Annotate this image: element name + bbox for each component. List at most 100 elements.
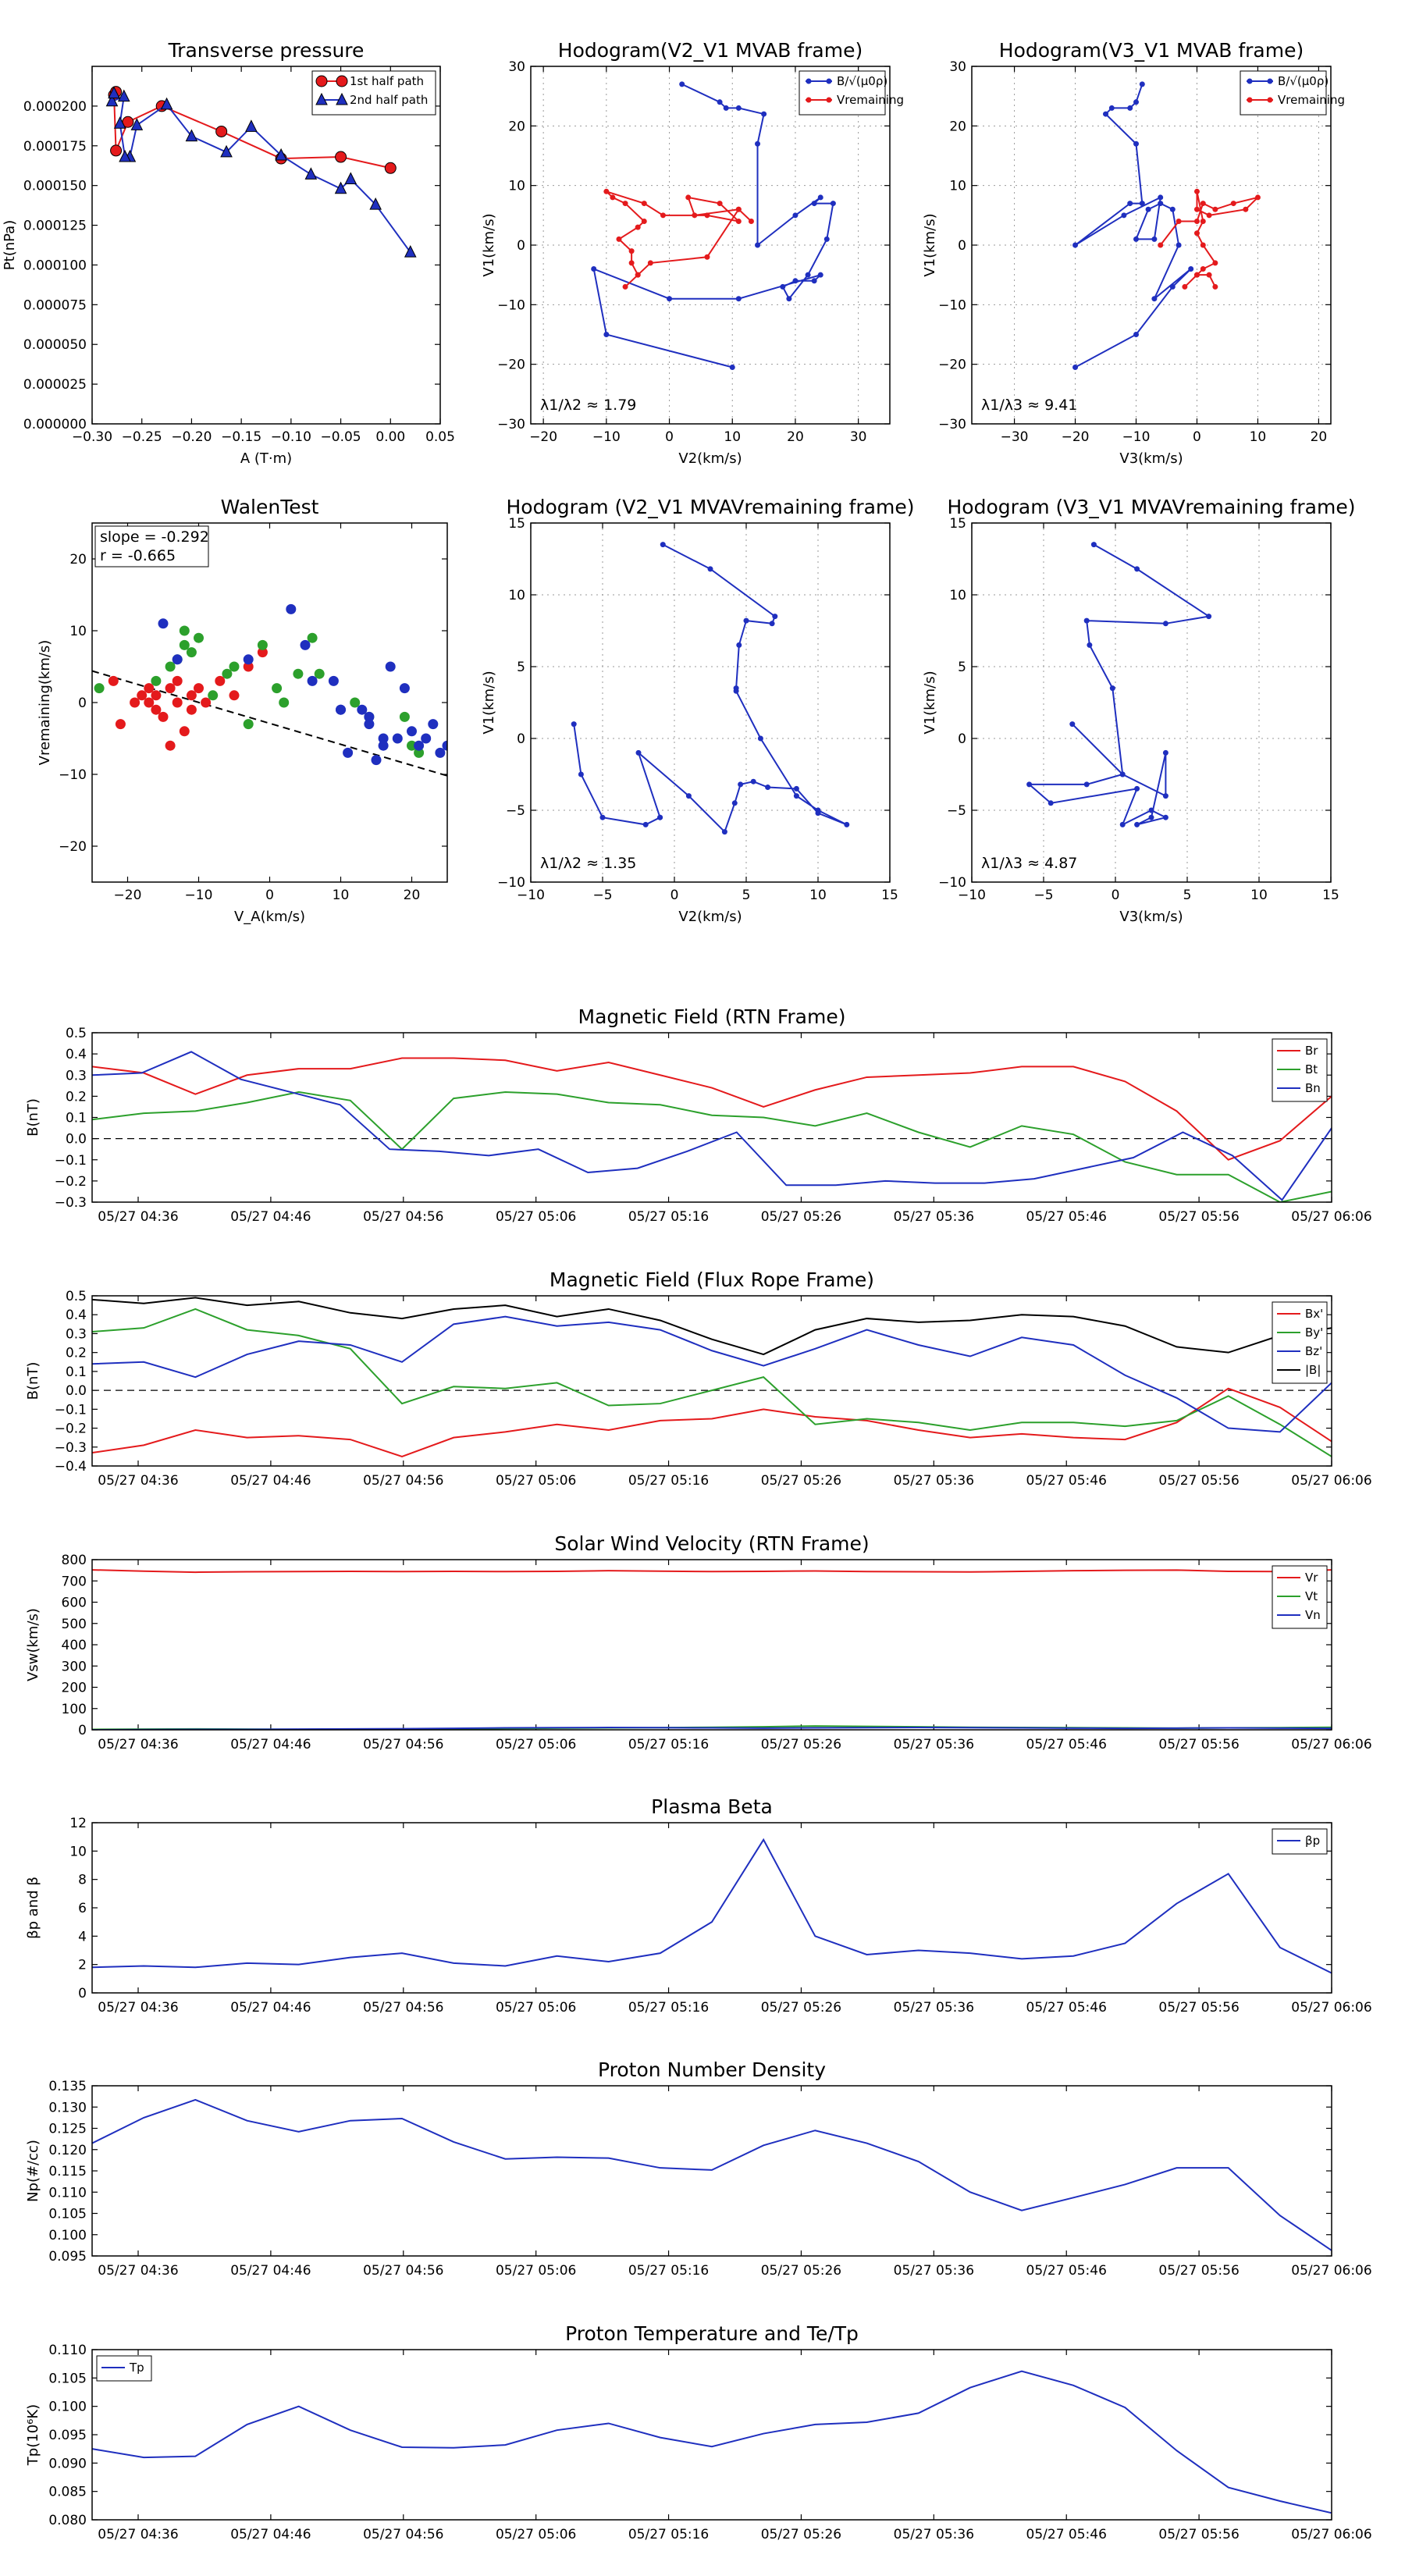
data-point: [723, 105, 729, 111]
series-line-0: [1026, 543, 1211, 827]
data-point: [610, 194, 616, 201]
scatter-point: [158, 711, 169, 722]
scatter-point: [364, 711, 375, 722]
legend-marker: [336, 92, 348, 105]
x-tick-label: 05/27 06:06: [1291, 2000, 1371, 2016]
legend-label: |B|: [1305, 1363, 1321, 1377]
data-point: [793, 793, 799, 799]
data-point: [1162, 793, 1168, 799]
x-tick-label: 05/27 05:26: [761, 2263, 841, 2279]
y-tick-label: 0.000025: [23, 377, 87, 393]
legend-marker: [1267, 97, 1273, 103]
data-point: [1206, 272, 1212, 278]
scatter-point: [108, 675, 119, 686]
data-point: [735, 218, 742, 224]
data-point: [1212, 283, 1218, 290]
data-point: [1083, 617, 1090, 624]
data-point: [667, 296, 673, 302]
data-point: [1119, 771, 1126, 777]
y-tick-label: −20: [497, 358, 525, 373]
y-tick-label: 0: [78, 1723, 87, 1738]
data-point: [1134, 821, 1140, 827]
x-tick-label: 05/27 05:06: [496, 1473, 576, 1489]
series-line-Vn: [92, 1727, 1332, 1730]
x-tick-label: 05/27 04:36: [98, 2000, 178, 2016]
x-tick-label: 05/27 04:46: [230, 1737, 311, 1752]
data-point: [844, 821, 850, 827]
scatter-point: [350, 697, 361, 708]
scatter-point: [172, 675, 183, 686]
plot-area: [92, 2098, 1332, 2251]
y-tick-label: 0.2: [66, 1089, 87, 1105]
scatter-point: [364, 719, 375, 730]
legend-label: Vremaining: [1278, 93, 1345, 107]
x-tick-label: 20: [1311, 429, 1328, 445]
data-point: [245, 119, 258, 132]
chart-hodo2: −30 −20 −10 0 10 20 −30 −20 −10 0 10 20 30 Hodogram(V…: [922, 39, 1345, 467]
y-tick-label: 0: [958, 731, 966, 747]
plot-frame: [91, 2085, 1332, 2257]
legend-label: Vn: [1305, 1608, 1321, 1622]
data-point: [1121, 212, 1127, 219]
plot-frame: [530, 522, 891, 883]
y-tick-label: 0.4: [66, 1308, 87, 1323]
x-tick-label: 05/27 04:46: [230, 2000, 311, 2016]
x-tick-label: 05/27 06:06: [1291, 1473, 1371, 1489]
y-tick-label: 4: [78, 1929, 87, 1944]
x-tick-label: 05/27 05:36: [894, 1209, 974, 1225]
data-point: [1169, 206, 1176, 212]
x-tick-label: −10: [1122, 429, 1151, 445]
x-tick-label: 10: [724, 429, 741, 445]
x-tick-label: 05/27 05:56: [1158, 1737, 1239, 1752]
scatter-point: [300, 639, 311, 650]
y-axis-label: V1(km/s): [922, 671, 938, 734]
y-tick-label: 0.000100: [23, 258, 87, 273]
data-point: [647, 260, 653, 266]
scatter-point: [144, 697, 155, 708]
data-point: [1139, 201, 1145, 207]
data-point: [657, 814, 663, 820]
series-line-Bx': [92, 1387, 1332, 1457]
scatter-point: [307, 675, 318, 686]
y-tick-label: 0.000000: [23, 417, 87, 432]
series-line-Bt: [92, 1091, 1332, 1202]
x-tick-label: −0.25: [122, 429, 162, 445]
data-point: [738, 781, 744, 788]
y-axis-label: βp and β: [25, 1877, 41, 1939]
data-point: [1127, 105, 1133, 111]
plot-frame: [91, 1822, 1332, 1994]
eigenvalue-ratio-label: λ1/λ2 ≈ 1.79: [540, 397, 636, 414]
data-point: [275, 148, 287, 161]
data-point: [622, 283, 628, 290]
data-point: [1200, 201, 1206, 207]
y-tick-label: 30: [949, 59, 966, 75]
y-tick-label: 200: [62, 1681, 87, 1696]
x-tick-label: 0: [265, 888, 274, 903]
scatter-point: [421, 733, 432, 744]
y-tick-label: 0.1: [66, 1111, 87, 1126]
plot-area: [1072, 81, 1261, 370]
scatter-point: [151, 690, 162, 701]
scatter-point: [385, 661, 396, 672]
scatter-point: [407, 726, 417, 737]
x-tick-label: 05/27 05:06: [496, 2527, 576, 2542]
x-tick-label: 5: [742, 888, 751, 903]
data-point: [815, 810, 821, 817]
data-point: [1182, 283, 1188, 290]
plot-frame: [91, 522, 448, 883]
x-tick-label: 10: [333, 888, 350, 903]
scatter-point: [314, 668, 325, 679]
data-point: [578, 771, 584, 777]
data-point: [1158, 242, 1164, 248]
data-point: [707, 566, 713, 572]
y-tick-label: 300: [62, 1659, 87, 1674]
x-tick-label: 05/27 04:56: [363, 2527, 443, 2542]
series-line-|B|: [92, 1297, 1332, 1356]
scatter-point: [179, 639, 190, 650]
data-point: [729, 364, 735, 370]
scatter-point: [378, 733, 389, 744]
x-tick-label: 20: [404, 888, 421, 903]
data-point: [1212, 260, 1218, 266]
y-tick-label: −0.2: [55, 1421, 87, 1437]
